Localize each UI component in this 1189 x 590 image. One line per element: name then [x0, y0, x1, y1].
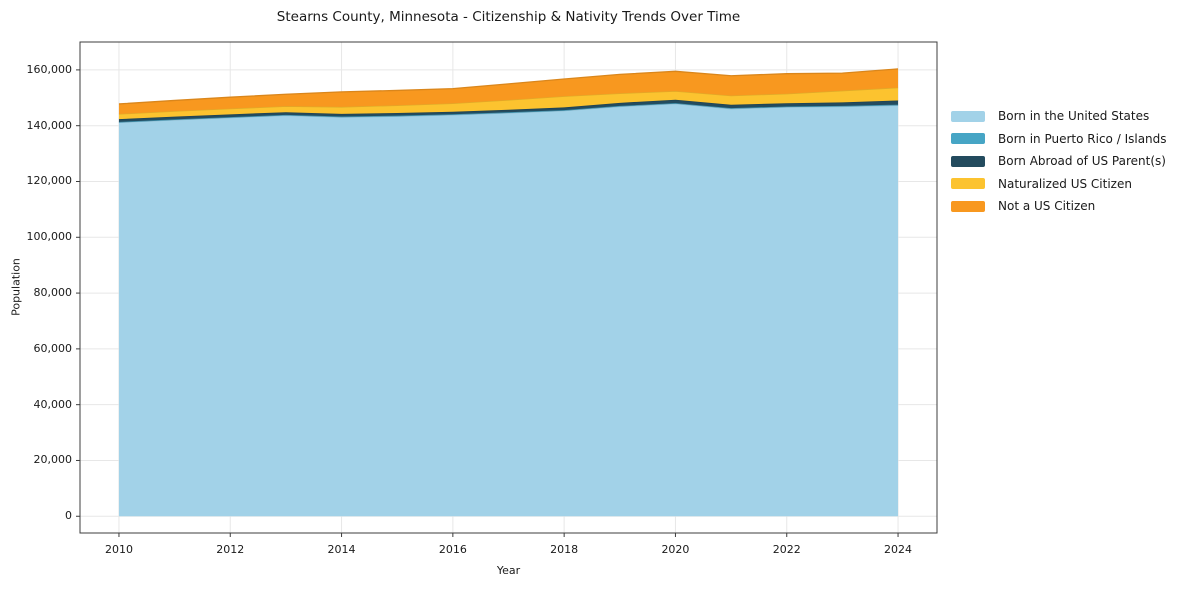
y-tick-label: 40,000 [33, 397, 73, 411]
y-tick-label: 140,000 [26, 118, 73, 132]
legend-swatch-icon [951, 110, 985, 122]
y-tick-label: 60,000 [33, 341, 73, 355]
x-tick-label: 2024 [884, 543, 913, 556]
x-tick-label: 2016 [438, 543, 467, 556]
x-tick-label: 2014 [327, 543, 356, 556]
legend-swatch-icon [951, 200, 985, 212]
legend-swatch-icon [951, 178, 985, 190]
x-tick-label: 2010 [104, 543, 133, 556]
y-tick-label: 160,000 [26, 62, 73, 76]
x-tick-label: 2012 [216, 543, 245, 556]
legend-item: Born Abroad of US Parent(s) [951, 150, 1167, 173]
y-tick-label: 20,000 [33, 453, 73, 467]
legend-label: Naturalized US Citizen [998, 176, 1132, 191]
legend-swatch-icon [951, 133, 985, 145]
legend-item: Naturalized US Citizen [951, 173, 1167, 196]
legend: Born in the United States Born in Puerto … [951, 105, 1167, 218]
legend-item: Born in Puerto Rico / Islands [951, 128, 1167, 151]
legend-label: Born Abroad of US Parent(s) [998, 154, 1166, 169]
x-axis-title: Year [496, 564, 521, 577]
x-tick-label: 2020 [661, 543, 690, 556]
area-naturalized-us-citizen [118, 87, 899, 120]
legend-swatch-icon [951, 155, 985, 167]
x-tick-label: 2022 [772, 543, 801, 556]
legend-label: Born in the United States [998, 109, 1150, 124]
y-tick-label: 80,000 [33, 286, 73, 300]
area-born-abroad-of-us-parent-s- [118, 99, 899, 122]
legend-label: Not a US Citizen [998, 199, 1096, 214]
y-tick-label: 0 [65, 509, 72, 523]
area-top-edge [118, 68, 899, 105]
chart-title: Stearns County, Minnesota - Citizenship … [276, 9, 741, 25]
area-not-a-us-citizen [118, 68, 899, 114]
y-tick-label: 100,000 [26, 230, 73, 244]
x-tick-label: 2018 [550, 543, 579, 556]
area-born-in-the-united-states [118, 103, 899, 517]
y-tick-label: 120,000 [26, 174, 73, 188]
legend-item: Born in the United States [951, 105, 1167, 128]
plot-frame [79, 41, 938, 534]
legend-label: Born in Puerto Rico / Islands [998, 131, 1167, 146]
legend-item: Not a US Citizen [951, 195, 1167, 218]
